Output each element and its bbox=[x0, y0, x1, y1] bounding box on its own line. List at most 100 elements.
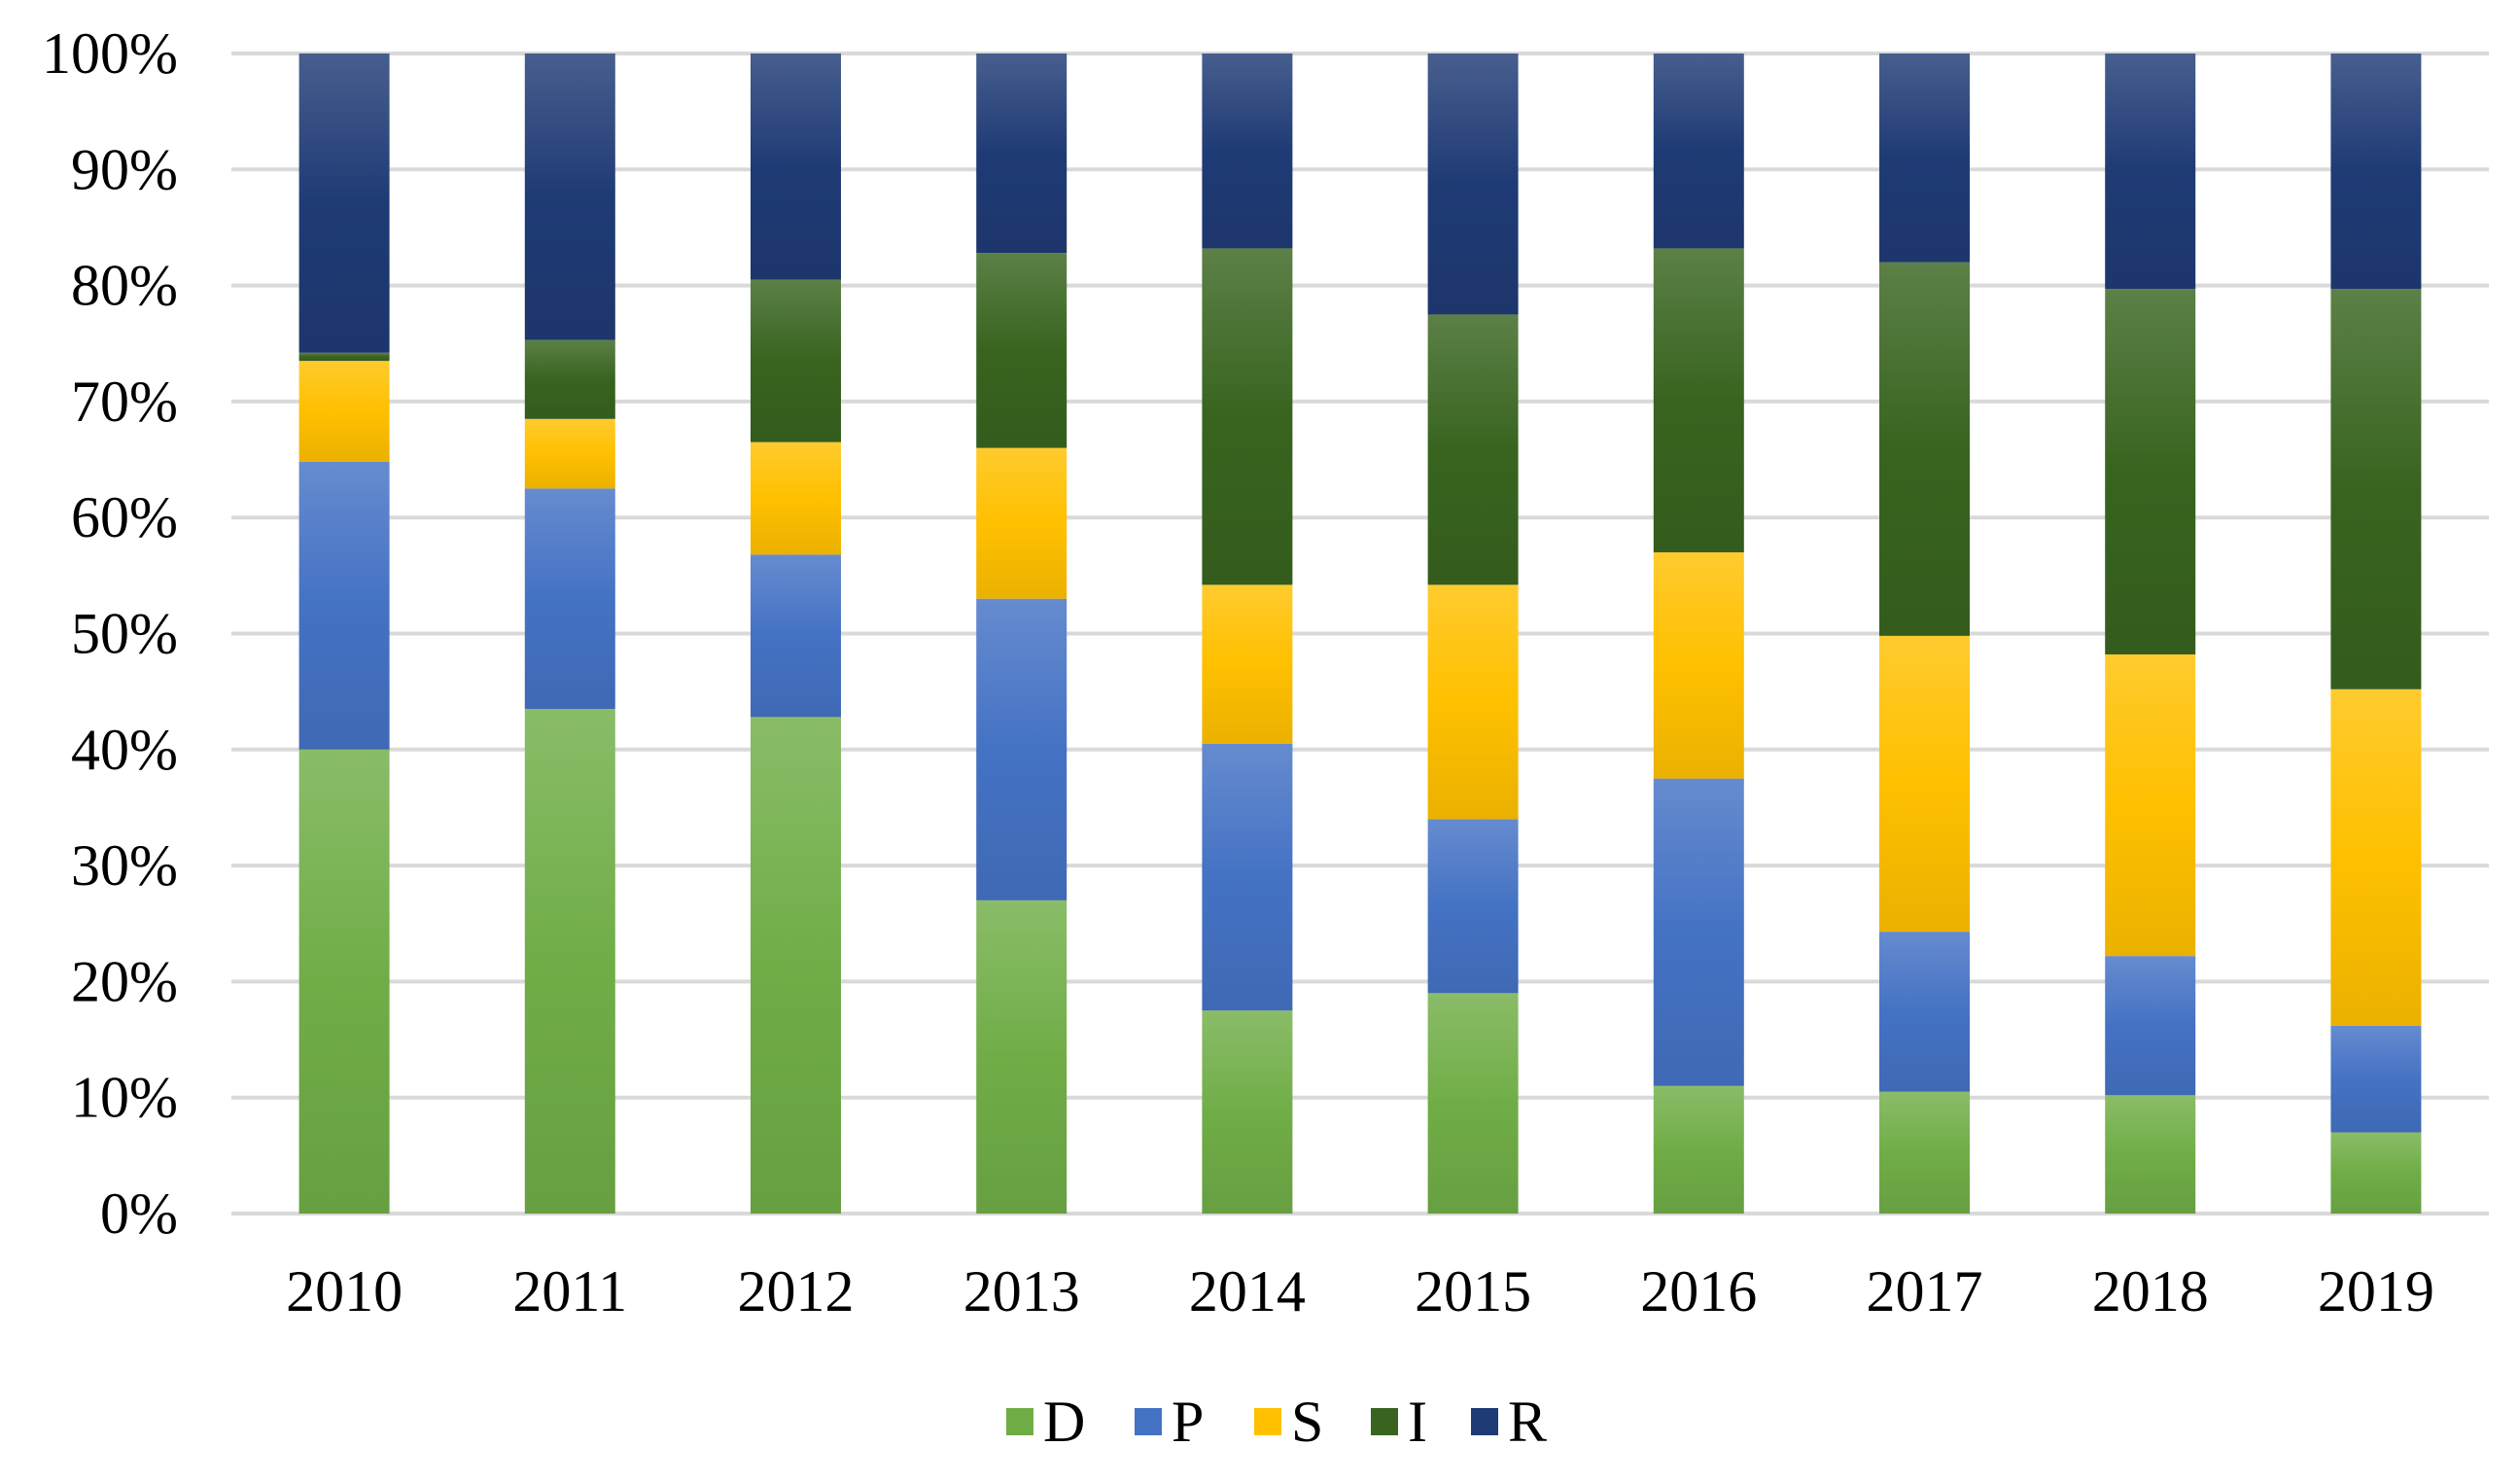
bar-segment-I-2016 bbox=[1653, 248, 1744, 552]
bar-segment-P-2010 bbox=[298, 461, 390, 750]
bar-segment-I-2014 bbox=[1202, 248, 1293, 585]
bar-segment-R-2011 bbox=[524, 53, 615, 340]
y-tick-label: 0% bbox=[100, 1181, 178, 1246]
legend-item-S: S bbox=[1254, 1390, 1323, 1454]
bar-segment-P-2012 bbox=[751, 554, 841, 718]
bars bbox=[298, 53, 2422, 1214]
bar-segment-D-2017 bbox=[1879, 1091, 1970, 1214]
legend-swatch-S bbox=[1254, 1408, 1281, 1435]
bar-segment-S-2014 bbox=[1202, 584, 1293, 744]
y-tick-label: 20% bbox=[71, 949, 178, 1013]
y-axis-tick-labels: 0% 10% 20% 30% 40% 50% 60% 70% 80% 90% 100% bbox=[42, 21, 178, 1246]
bar-segment-R-2010 bbox=[298, 53, 390, 353]
bar-segment-I-2015 bbox=[1427, 314, 1519, 585]
y-tick-label: 80% bbox=[71, 254, 178, 318]
legend-item-P: P bbox=[1135, 1390, 1204, 1454]
bar-stack-2016 bbox=[1653, 53, 1744, 1214]
bar-segment-S-2011 bbox=[524, 418, 615, 489]
bar-segment-S-2019 bbox=[2330, 688, 2422, 1026]
legend-swatch-R bbox=[1471, 1408, 1498, 1435]
x-tick-label: 2019 bbox=[2318, 1259, 2434, 1323]
bar-segment-D-2018 bbox=[2105, 1095, 2196, 1214]
bar-segment-D-2012 bbox=[751, 717, 841, 1214]
bar-segment-D-2011 bbox=[524, 709, 615, 1214]
bar-segment-R-2012 bbox=[751, 53, 841, 280]
legend-label: P bbox=[1172, 1390, 1204, 1454]
x-tick-label: 2016 bbox=[1640, 1259, 1757, 1323]
y-tick-label: 60% bbox=[71, 485, 178, 549]
bar-segment-P-2011 bbox=[524, 488, 615, 710]
bar-segment-R-2013 bbox=[976, 53, 1068, 254]
legend-swatch-P bbox=[1135, 1408, 1162, 1435]
bar-segment-R-2018 bbox=[2105, 53, 2196, 290]
x-tick-label: 2015 bbox=[1415, 1259, 1531, 1323]
bar-segment-D-2013 bbox=[976, 899, 1068, 1214]
bar-segment-I-2011 bbox=[524, 339, 615, 419]
x-tick-label: 2013 bbox=[963, 1259, 1080, 1323]
bar-segment-D-2014 bbox=[1202, 1010, 1293, 1214]
bar-stack-2012 bbox=[751, 53, 841, 1214]
x-axis-tick-labels: 2010 2011 2012 2013 2014 2015 2016 2017 2018 2019 bbox=[286, 1259, 2434, 1323]
bar-segment-S-2010 bbox=[298, 361, 390, 462]
bar-segment-P-2014 bbox=[1202, 743, 1293, 1011]
x-tick-label: 2014 bbox=[1189, 1259, 1306, 1323]
bar-stack-2017 bbox=[1879, 53, 1970, 1214]
x-tick-label: 2010 bbox=[286, 1259, 402, 1323]
y-tick-label: 40% bbox=[71, 718, 178, 782]
bar-segment-D-2010 bbox=[298, 749, 390, 1214]
legend-swatch-D bbox=[1006, 1408, 1033, 1435]
bar-segment-R-2016 bbox=[1653, 53, 1744, 249]
y-tick-label: 50% bbox=[71, 602, 178, 666]
bar-segment-S-2018 bbox=[2105, 653, 2196, 957]
bar-stack-2013 bbox=[976, 53, 1068, 1214]
bar-segment-I-2018 bbox=[2105, 289, 2196, 654]
bar-segment-I-2010 bbox=[298, 352, 390, 362]
bar-segment-S-2016 bbox=[1653, 551, 1744, 779]
y-tick-label: 100% bbox=[42, 21, 178, 86]
bar-segment-P-2019 bbox=[2330, 1025, 2422, 1133]
x-tick-label: 2012 bbox=[738, 1259, 855, 1323]
bar-segment-D-2019 bbox=[2330, 1132, 2422, 1214]
bar-stack-2015 bbox=[1427, 53, 1519, 1214]
bar-segment-P-2018 bbox=[2105, 956, 2196, 1096]
bar-stack-2011 bbox=[524, 53, 615, 1214]
legend-item-I: I bbox=[1371, 1390, 1427, 1454]
bar-stack-2018 bbox=[2105, 53, 2196, 1214]
bar-segment-I-2013 bbox=[976, 253, 1068, 448]
legend-label: D bbox=[1043, 1390, 1085, 1454]
bar-segment-I-2017 bbox=[1879, 262, 1970, 636]
bar-stack-2019 bbox=[2330, 53, 2422, 1214]
bar-segment-R-2014 bbox=[1202, 53, 1293, 249]
bar-segment-S-2015 bbox=[1427, 584, 1519, 820]
bar-segment-R-2015 bbox=[1427, 53, 1519, 315]
legend-swatch-I bbox=[1371, 1408, 1398, 1435]
legend-label: I bbox=[1408, 1390, 1427, 1454]
legend-item-D: D bbox=[1006, 1390, 1085, 1454]
bar-stack-2014 bbox=[1202, 53, 1293, 1214]
y-tick-label: 70% bbox=[71, 370, 178, 434]
bar-segment-P-2013 bbox=[976, 598, 1068, 900]
bar-segment-D-2015 bbox=[1427, 993, 1519, 1214]
bar-segment-I-2019 bbox=[2330, 289, 2422, 689]
bar-segment-S-2017 bbox=[1879, 635, 1970, 933]
bar-segment-S-2013 bbox=[976, 447, 1068, 599]
bar-segment-P-2015 bbox=[1427, 819, 1519, 994]
y-tick-label: 10% bbox=[71, 1066, 178, 1130]
x-tick-label: 2011 bbox=[512, 1259, 627, 1323]
bar-stack-2010 bbox=[298, 53, 390, 1214]
y-tick-label: 30% bbox=[71, 833, 178, 898]
bar-segment-S-2012 bbox=[751, 441, 841, 555]
x-tick-label: 2017 bbox=[1867, 1259, 1983, 1323]
bar-segment-P-2016 bbox=[1653, 778, 1744, 1086]
bar-segment-D-2016 bbox=[1653, 1085, 1744, 1214]
legend-label: R bbox=[1508, 1390, 1547, 1454]
y-tick-label: 90% bbox=[71, 137, 178, 201]
legend-label: S bbox=[1291, 1390, 1323, 1454]
bar-segment-I-2012 bbox=[751, 279, 841, 442]
bar-segment-P-2017 bbox=[1879, 932, 1970, 1092]
bar-segment-R-2019 bbox=[2330, 53, 2422, 290]
x-tick-label: 2018 bbox=[2092, 1259, 2209, 1323]
legend-item-R: R bbox=[1471, 1390, 1547, 1454]
